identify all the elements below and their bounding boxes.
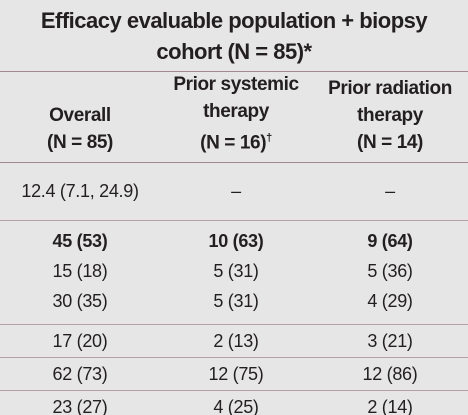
column-label: Overall — [49, 105, 111, 126]
table-cell: 2 (14) — [367, 396, 413, 415]
title: Efficacy evaluable population + biopsy c… — [0, 0, 468, 72]
row-group: 62 (73) 12 (75) 12 (86) — [0, 358, 468, 391]
table-cell: 17 (20) — [52, 330, 108, 351]
column-label: therapy — [203, 100, 269, 122]
row-group: 17 (20) 2 (13) 3 (21) — [0, 325, 468, 358]
table-cell: 30 (35) — [52, 290, 108, 311]
table-cell: 9 (64) — [367, 230, 413, 251]
table-row: 30 (35) 5 (31) 4 (29) — [0, 286, 468, 316]
column-n: (N = 16)† — [160, 125, 312, 156]
table-cell: 12.4 (7.1, 24.9) — [21, 180, 139, 201]
column-header: Prior systemic therapy (N = 16)† — [160, 74, 312, 162]
column-label: therapy — [357, 105, 423, 126]
table-cell: 2 (13) — [213, 330, 259, 351]
table-cell: 5 (31) — [213, 260, 259, 281]
column-n: (N = 85) — [0, 129, 160, 156]
footnote-mark: † — [266, 131, 272, 144]
table-row: 17 (20) 2 (13) 3 (21) — [0, 326, 468, 356]
header-row: Overall (N = 85) Prior systemic therapy (N =… — [0, 72, 468, 163]
table-cell: 12 (75) — [208, 363, 264, 384]
column-header: Prior radiation therapy (N = 14) — [312, 78, 468, 162]
row-group: 23 (27) 4 (25) 2 (14) — [0, 391, 468, 415]
row-group: 45 (53) 10 (63) 9 (64) 15 (18) 5 (31) 5 (36) 3… — [0, 221, 468, 325]
table-row: 15 (18) 5 (31) 5 (36) — [0, 256, 468, 286]
column-n-text: (N = 14) — [357, 132, 423, 153]
table-row: 12.4 (7.1, 24.9) – – — [0, 176, 468, 206]
row-group: 12.4 (7.1, 24.9) – – — [0, 163, 468, 221]
title-line: Efficacy evaluable population + biopsy — [40, 8, 428, 33]
column-label: Prior radiation — [328, 78, 452, 99]
table-cell: 62 (73) — [52, 363, 108, 384]
table-cell: – — [385, 180, 395, 201]
table-cell: 10 (63) — [208, 230, 264, 251]
table-cell: 4 (29) — [367, 290, 413, 311]
table-cell: 15 (18) — [52, 260, 108, 281]
table-cell: 23 (27) — [52, 396, 108, 415]
column-label: Prior systemic — [173, 73, 299, 95]
table-row: 23 (27) 4 (25) 2 (14) — [0, 392, 468, 415]
column-n-text: (N = 85) — [47, 132, 113, 153]
table-cell: 3 (21) — [367, 330, 413, 351]
table-cell: 45 (53) — [52, 230, 108, 251]
table-row: 45 (53) 10 (63) 9 (64) — [0, 226, 468, 256]
column-n: (N = 14) — [312, 129, 468, 156]
table-body: 12.4 (7.1, 24.9) – – 45 (53) 10 (63) 9 (64) 15… — [0, 163, 468, 415]
table-cell: 12 (86) — [362, 363, 418, 384]
table-cell: 4 (25) — [213, 396, 259, 415]
column-n-text: (N = 16) — [200, 132, 267, 153]
column-header: Overall (N = 85) — [0, 80, 160, 162]
table-row: 62 (73) 12 (75) 12 (86) — [0, 359, 468, 389]
table-cell: 5 (31) — [213, 290, 259, 311]
table-cell: 5 (36) — [367, 260, 413, 281]
table-cell: – — [231, 180, 241, 201]
title-line: cohort (N = 85)* — [156, 39, 312, 64]
